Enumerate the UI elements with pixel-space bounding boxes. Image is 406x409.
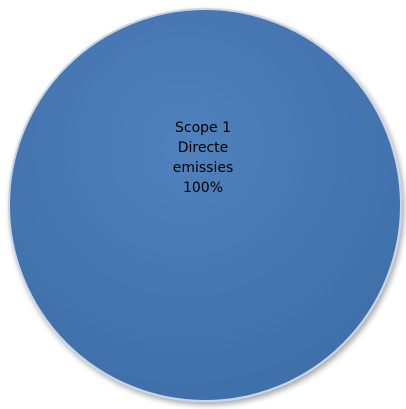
pie-slice-0 (8, 8, 402, 402)
slice-label-line-2: Directe (177, 140, 229, 156)
slice-percent-label: 100% (182, 180, 224, 196)
slice-label-line-1: Scope 1 (174, 120, 231, 136)
pie-slice-label-scope-1: Scope 1 Directe emissies 100% (153, 118, 253, 198)
slice-label-line-3: emissies (172, 160, 234, 176)
